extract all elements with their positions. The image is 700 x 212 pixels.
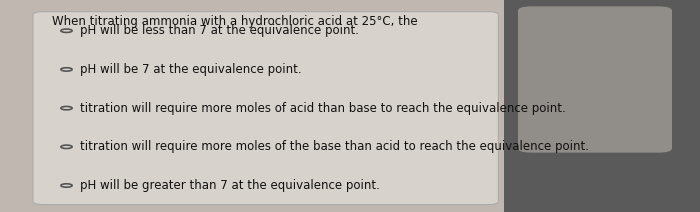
Circle shape (61, 68, 72, 71)
Bar (504, 0, 700, 212)
Text: pH will be 7 at the equivalence point.: pH will be 7 at the equivalence point. (80, 63, 302, 76)
Text: titration will require more moles of the base than acid to reach the equivalence: titration will require more moles of the… (80, 140, 589, 153)
Circle shape (61, 106, 72, 110)
Circle shape (61, 145, 72, 148)
Text: When titrating ammonia with a hydrochloric acid at 25°C, the: When titrating ammonia with a hydrochlor… (52, 15, 418, 28)
Circle shape (61, 29, 72, 32)
Circle shape (61, 184, 72, 187)
FancyBboxPatch shape (33, 12, 498, 205)
Text: titration will require more moles of acid than base to reach the equivalence poi: titration will require more moles of aci… (80, 102, 566, 115)
FancyBboxPatch shape (518, 6, 672, 153)
Text: pH will be greater than 7 at the equivalence point.: pH will be greater than 7 at the equival… (80, 179, 380, 192)
Text: pH will be less than 7 at the equivalence point.: pH will be less than 7 at the equivalenc… (80, 24, 360, 37)
